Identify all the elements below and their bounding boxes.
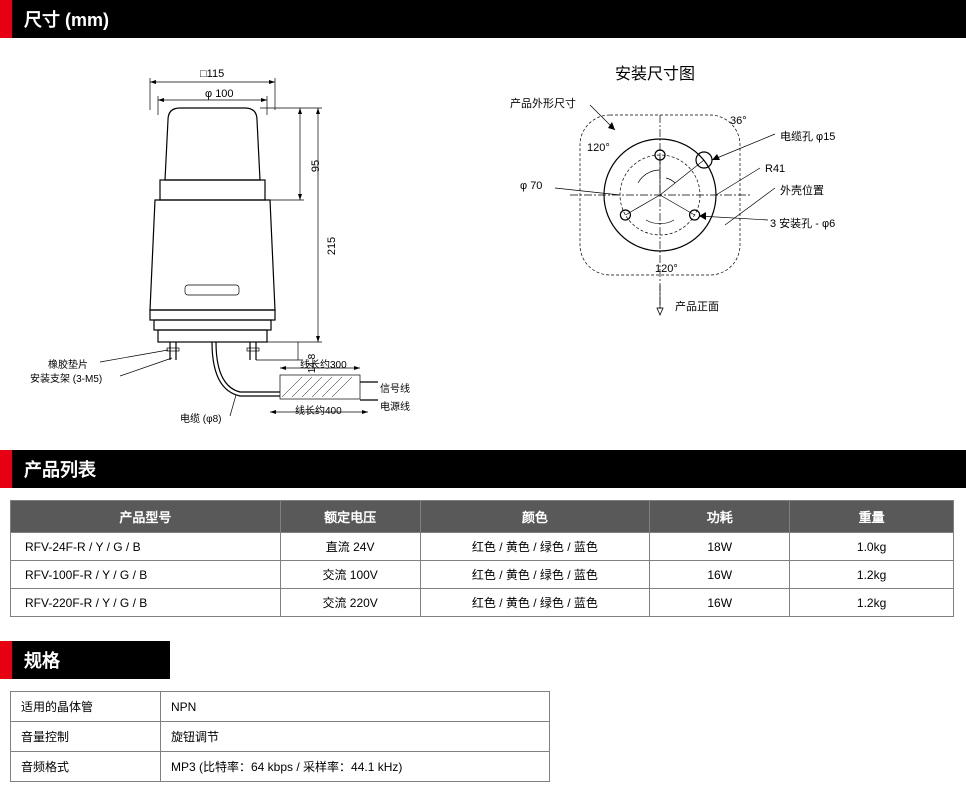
col-weight: 重量 — [790, 501, 954, 533]
product-table-header-row: 产品型号 额定电压 颜色 功耗 重量 — [11, 501, 954, 533]
section-header-dimensions: 尺寸 (mm) — [0, 0, 966, 38]
cell: 1.2kg — [790, 589, 954, 617]
spec-label: 适用的晶体管 — [11, 692, 161, 722]
label-wire-400: 线长约400 — [295, 402, 342, 417]
label-wire-300: 线长约300 — [300, 356, 347, 371]
label-product-front: 产品正面 — [675, 298, 719, 314]
cell: RFV-220F-R / Y / G / B — [11, 589, 281, 617]
cell: 红色 / 黄色 / 绿色 / 蓝色 — [420, 561, 650, 589]
spec-value: MP3 (比特率：64 kbps / 采样率：44.1 kHz) — [161, 752, 550, 782]
spec-table: 适用的晶体管 NPN 音量控制 旋钮调节 音频格式 MP3 (比特率：64 kb… — [10, 691, 550, 782]
table-row: 音频格式 MP3 (比特率：64 kbps / 采样率：44.1 kHz) — [11, 752, 550, 782]
label-r41: R41 — [765, 163, 785, 175]
table-row: RFV-220F-R / Y / G / B 交流 220V 红色 / 黄色 /… — [11, 589, 954, 617]
table-row: 适用的晶体管 NPN — [11, 692, 550, 722]
section-title: 尺寸 (mm) — [24, 10, 109, 30]
cell: 交流 220V — [280, 589, 420, 617]
product-table: 产品型号 额定电压 颜色 功耗 重量 RFV-24F-R / Y / G / B… — [10, 500, 954, 617]
col-model: 产品型号 — [11, 501, 281, 533]
dim-phi100: φ 100 — [205, 88, 234, 100]
left-dimension-drawing: □115 φ 100 95 215 14.8 橡胶垫片 安装支架 (3-M5) … — [20, 60, 420, 430]
label-phi-70: φ 70 — [520, 180, 542, 192]
table-row: RFV-24F-R / Y / G / B 直流 24V 红色 / 黄色 / 绿… — [11, 533, 954, 561]
cell: 16W — [650, 561, 790, 589]
label-mounting-bracket: 安装支架 (3-M5) — [30, 370, 102, 385]
cell: RFV-100F-R / Y / G / B — [11, 561, 281, 589]
cell: 红色 / 黄色 / 绿色 / 蓝色 — [420, 589, 650, 617]
dim-sq115: □115 — [200, 68, 224, 80]
label-signal-line: 信号线 — [380, 380, 410, 395]
label-power-line: 电源线 — [380, 398, 410, 413]
cell: RFV-24F-R / Y / G / B — [11, 533, 281, 561]
section-title: 规格 — [24, 651, 60, 671]
section-header-specs: 规格 — [0, 641, 170, 679]
cell: 18W — [650, 533, 790, 561]
col-voltage: 额定电压 — [280, 501, 420, 533]
label-rubber-gasket: 橡胶垫片 — [48, 356, 88, 371]
label-3-mounting-holes: 3 安装孔 - φ6 — [770, 215, 835, 231]
dim-h95: 95 — [310, 160, 322, 172]
cell: 交流 100V — [280, 561, 420, 589]
label-angle-36: 36° — [730, 115, 747, 127]
label-product-outline: 产品外形尺寸 — [510, 95, 576, 111]
label-angle-120-b: 120° — [655, 263, 678, 275]
label-cable-phi8: 电缆 (φ8) — [180, 410, 221, 425]
cell: 16W — [650, 589, 790, 617]
col-color: 颜色 — [420, 501, 650, 533]
right-mounting-drawing: 安装尺寸图 产品外形尺寸 36° 电缆孔 φ15 R41 外壳位置 3 安装孔 … — [460, 60, 880, 360]
spec-label: 音量控制 — [11, 722, 161, 752]
mounting-title: 安装尺寸图 — [615, 60, 695, 84]
spec-value: NPN — [161, 692, 550, 722]
dim-h215: 215 — [326, 237, 338, 255]
label-cable-hole: 电缆孔 φ15 — [780, 128, 835, 144]
cell: 直流 24V — [280, 533, 420, 561]
cell: 红色 / 黄色 / 绿色 / 蓝色 — [420, 533, 650, 561]
label-angle-120-a: 120° — [587, 142, 610, 154]
label-shell-position: 外壳位置 — [780, 182, 824, 198]
table-row: 音量控制 旋钮调节 — [11, 722, 550, 752]
section-title: 产品列表 — [24, 460, 96, 480]
diagram-area: □115 φ 100 95 215 14.8 橡胶垫片 安装支架 (3-M5) … — [0, 50, 966, 450]
table-row: RFV-100F-R / Y / G / B 交流 100V 红色 / 黄色 /… — [11, 561, 954, 589]
cell: 1.0kg — [790, 533, 954, 561]
spec-value: 旋钮调节 — [161, 722, 550, 752]
spec-label: 音频格式 — [11, 752, 161, 782]
section-header-product-list: 产品列表 — [0, 450, 966, 488]
col-power: 功耗 — [650, 501, 790, 533]
cell: 1.2kg — [790, 561, 954, 589]
